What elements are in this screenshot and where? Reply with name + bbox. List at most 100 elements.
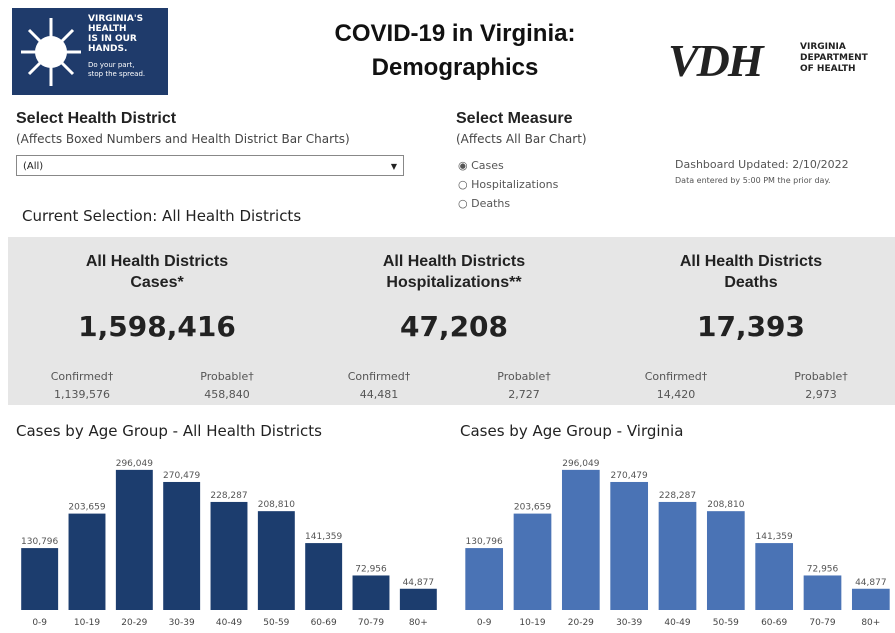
logo-text: HANDS.	[88, 44, 128, 54]
x-tick-label: 0-9	[477, 618, 492, 628]
logo-left: VIRGINIA'S HEALTH IS IN OUR HANDS. Do yo…	[12, 8, 168, 95]
x-tick-label: 10-19	[519, 618, 545, 628]
bar	[465, 548, 504, 610]
value-label: 296,049	[562, 459, 599, 469]
x-tick-label: 20-29	[121, 618, 147, 628]
probable-label: Probable†	[497, 370, 551, 383]
bar	[115, 469, 153, 610]
radio-option[interactable]: ○ Deaths	[458, 194, 558, 213]
logo-text: Do your part,	[88, 61, 135, 69]
district-label: Select Health District	[16, 110, 177, 127]
stat-total: 1,598,416	[78, 310, 236, 343]
vdh-line: OF HEALTH	[800, 64, 856, 74]
x-tick-label: 50-59	[713, 618, 739, 628]
vdh-line: VIRGINIA	[800, 42, 846, 52]
bar	[305, 543, 343, 610]
current-selection: Current Selection: All Health Districts	[22, 207, 302, 225]
value-label: 270,479	[163, 471, 200, 481]
bar	[21, 548, 59, 610]
value-label: 203,659	[68, 503, 105, 513]
value-label: 203,659	[514, 503, 551, 513]
bar	[399, 588, 437, 610]
value-label: 44,877	[403, 578, 435, 588]
x-tick-label: 60-69	[761, 618, 787, 628]
radio-option[interactable]: ◉ Cases	[458, 156, 558, 175]
measure-note: (Affects All Bar Chart)	[456, 132, 587, 146]
confirmed-label: Confirmed†	[50, 370, 114, 383]
stat-title: All Health Districts	[679, 253, 823, 270]
updated: Dashboard Updated: 2/10/2022	[675, 158, 849, 171]
x-tick-label: 80+	[861, 618, 880, 628]
value-label: 130,796	[466, 537, 503, 547]
value-label: 141,359	[756, 532, 793, 542]
radio-dot: ○	[458, 178, 472, 191]
x-tick-label: 40-49	[216, 618, 242, 628]
bar	[513, 513, 552, 610]
radio-label: Hospitalizations	[471, 178, 559, 191]
title: COVID-19 in Virginia:	[334, 20, 576, 47]
stat-total: 47,208	[399, 310, 509, 343]
virus-icon	[21, 18, 81, 86]
charts: Cases by Age Group - All Health District…	[16, 422, 890, 628]
value-label: 270,479	[611, 471, 648, 481]
value-label: 130,796	[21, 537, 58, 547]
bar	[755, 543, 794, 610]
bar	[352, 575, 390, 610]
bar	[257, 511, 295, 610]
logo-text: stop the spread.	[88, 70, 146, 78]
title: Demographics	[371, 54, 539, 81]
district-note: (Affects Boxed Numbers and Health Distri…	[16, 132, 350, 146]
logo-text: IS IN OUR	[88, 34, 137, 44]
x-tick-label: 70-79	[358, 618, 384, 628]
value-label: 72,956	[355, 564, 387, 574]
value-label: 228,287	[210, 491, 247, 501]
bar	[163, 481, 201, 610]
x-tick-label: 70-79	[809, 618, 835, 628]
bar	[851, 588, 890, 610]
stat-title: Cases*	[130, 274, 184, 291]
x-tick-label: 80+	[409, 618, 428, 628]
x-tick-label: 40-49	[664, 618, 690, 628]
confirmed-value: 14,420	[656, 388, 696, 401]
value-label: 228,287	[659, 491, 696, 501]
stat-total: 17,393	[696, 310, 806, 343]
bar	[706, 511, 745, 610]
chart-title: Cases by Age Group - Virginia	[460, 422, 683, 440]
measure-options: ◉ Cases ○ Hospitalizations ○ Deaths	[458, 156, 558, 213]
x-tick-label: 50-59	[263, 618, 289, 628]
stat-title: All Health Districts	[85, 253, 229, 270]
value-label: 141,359	[305, 532, 342, 542]
vdh-text: VIRGINIA DEPARTMENT OF HEALTH	[800, 42, 868, 75]
district-dropdown[interactable]: (All) ▼	[16, 155, 404, 176]
probable-value: 2,727	[508, 388, 540, 401]
confirmed-label: Confirmed†	[347, 370, 411, 383]
probable-value: 458,840	[204, 388, 250, 401]
x-tick-label: 0-9	[32, 618, 47, 628]
stat-title: Deaths	[724, 274, 778, 291]
value-label: 296,049	[116, 459, 153, 469]
updated-note: Data entered by 5:00 PM the prior day.	[675, 176, 831, 185]
x-tick-label: 30-39	[169, 618, 195, 628]
dropdown-value: (All)	[23, 161, 44, 172]
confirmed-label: Confirmed†	[644, 370, 708, 383]
confirmed-value: 1,139,576	[54, 388, 110, 401]
bar	[561, 469, 600, 610]
value-label: 208,810	[258, 500, 295, 510]
bar	[803, 575, 842, 610]
measure-label: Select Measure	[456, 110, 573, 127]
logo-text: HEALTH	[88, 24, 127, 34]
dropdown-arrow: ▼	[390, 162, 397, 171]
probable-value: 2,973	[805, 388, 837, 401]
radio-dot: ○	[458, 197, 472, 210]
probable-label: Probable†	[794, 370, 848, 383]
x-tick-label: 60-69	[311, 618, 337, 628]
logo-text: VIRGINIA'S	[88, 14, 144, 24]
value-label: 208,810	[707, 500, 744, 510]
stat-title: All Health Districts	[382, 253, 526, 270]
stats-panel: All Health Districts Cases* 1,598,416 Confi…	[8, 237, 895, 405]
vdh-line: DEPARTMENT	[800, 53, 868, 63]
bar	[610, 481, 649, 610]
chart-title: Cases by Age Group - All Health District…	[16, 422, 322, 440]
radio-option[interactable]: ○ Hospitalizations	[458, 175, 558, 194]
